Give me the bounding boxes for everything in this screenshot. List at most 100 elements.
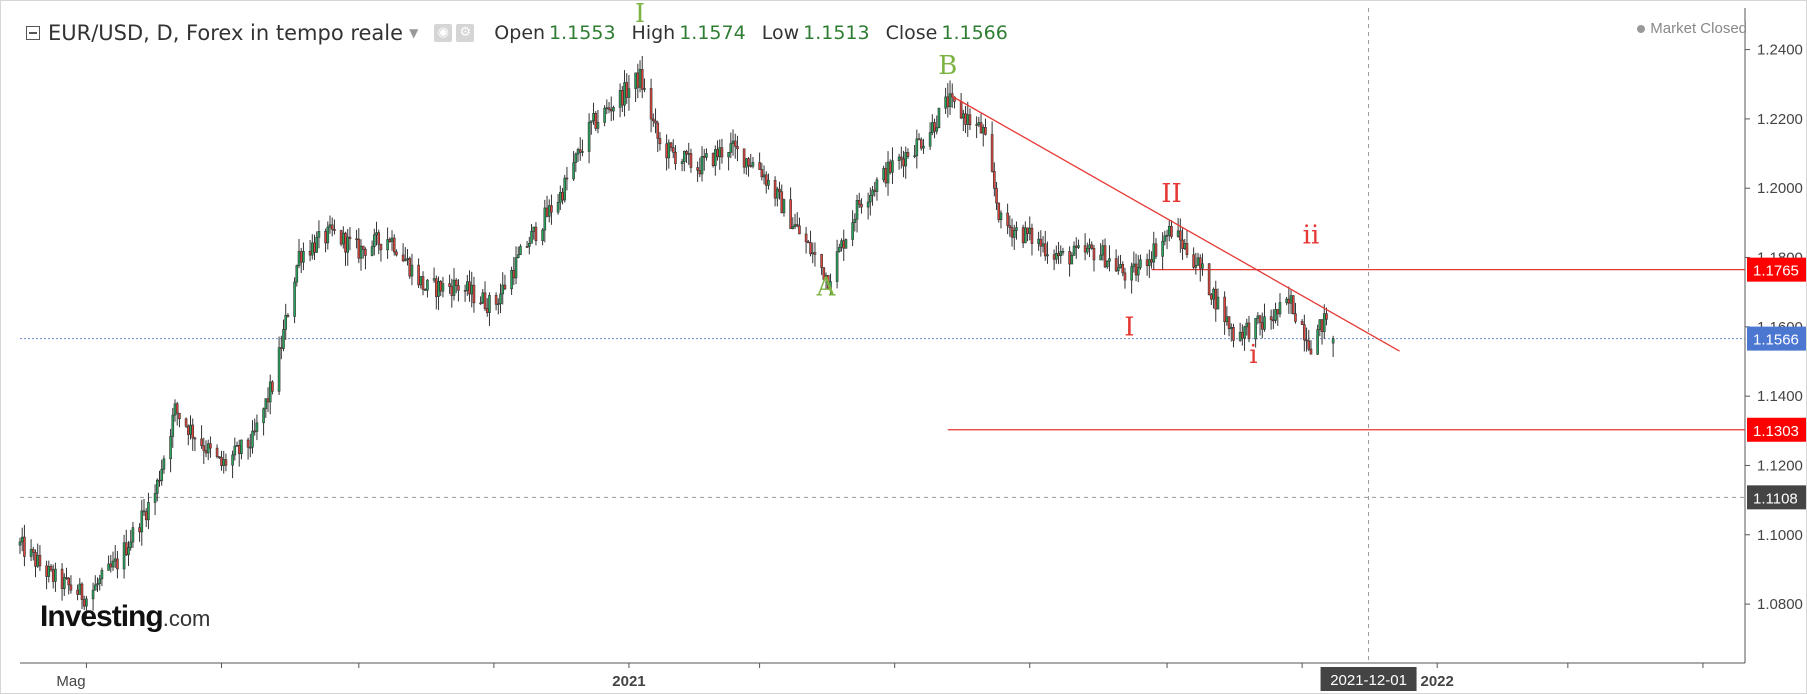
- candle: [581, 139, 584, 157]
- candle: [764, 171, 768, 194]
- candle: [906, 148, 910, 159]
- candle-body: [1227, 316, 1231, 330]
- wave-label: B: [938, 51, 957, 81]
- candle-body: [1068, 251, 1071, 265]
- candle-body: [202, 445, 206, 451]
- candle: [202, 437, 206, 465]
- candle-body: [481, 292, 485, 304]
- candle: [618, 83, 622, 118]
- candle-body: [979, 122, 983, 134]
- candle: [98, 574, 102, 591]
- candle: [113, 545, 117, 568]
- candle: [341, 226, 345, 249]
- candle: [315, 231, 319, 253]
- candle-body: [310, 242, 314, 256]
- candle: [714, 145, 717, 176]
- candle: [1212, 287, 1215, 309]
- price-label-text: 1.1303: [1753, 423, 1799, 440]
- candle-body: [209, 443, 212, 449]
- symbol-title[interactable]: EUR/USD, D, Forex in tempo reale: [48, 21, 404, 45]
- candle: [977, 116, 981, 128]
- candle-body: [379, 243, 383, 251]
- candle-body: [968, 114, 972, 126]
- candle: [565, 166, 569, 191]
- candle-body: [1136, 267, 1140, 276]
- gear-icon[interactable]: ⚙: [456, 24, 475, 42]
- candle-body: [966, 114, 970, 125]
- candle: [375, 221, 378, 246]
- candle: [386, 227, 389, 259]
- candle: [561, 187, 564, 205]
- candle-body: [603, 107, 606, 123]
- candle-body: [217, 456, 221, 458]
- candle: [778, 181, 781, 200]
- candle-body: [758, 162, 761, 170]
- candle-body: [1325, 313, 1328, 320]
- candle-body: [271, 381, 274, 392]
- candle: [720, 138, 724, 164]
- candle: [751, 157, 755, 169]
- candle: [671, 139, 675, 159]
- candle: [268, 374, 272, 415]
- candle: [279, 335, 283, 360]
- candle: [339, 229, 343, 247]
- candle-body: [514, 257, 518, 279]
- chevron-down-icon[interactable]: ▼: [409, 26, 419, 40]
- candle: [718, 139, 722, 170]
- candle: [1289, 290, 1293, 315]
- candle: [189, 415, 192, 440]
- candle-body: [1145, 259, 1149, 267]
- candle: [111, 551, 115, 571]
- candle-body: [144, 511, 148, 521]
- collapse-icon[interactable]: [26, 26, 40, 40]
- eye-icon[interactable]: ◉: [434, 24, 453, 42]
- candle-body: [547, 205, 551, 217]
- candle-body: [333, 229, 336, 231]
- candle-body: [793, 224, 797, 227]
- candle: [609, 96, 613, 122]
- candle-body: [80, 583, 84, 601]
- candle: [592, 102, 595, 125]
- candle-body: [789, 199, 792, 229]
- candle: [200, 425, 203, 449]
- candle: [1272, 309, 1275, 330]
- candle-body: [129, 541, 133, 548]
- candle: [499, 283, 502, 313]
- candle-body: [1241, 331, 1244, 339]
- candle-body: [107, 563, 110, 571]
- candle: [685, 149, 688, 163]
- candle-body: [1196, 257, 1200, 266]
- candle-body: [705, 153, 708, 158]
- candle: [844, 238, 848, 249]
- candle-body: [1176, 230, 1180, 237]
- candle-body: [716, 149, 719, 158]
- candle: [625, 73, 629, 104]
- candle: [93, 575, 97, 591]
- candle: [674, 145, 677, 170]
- candle: [886, 151, 890, 196]
- candle: [964, 105, 967, 134]
- candle: [716, 140, 719, 161]
- candle: [1260, 312, 1264, 339]
- candle: [1263, 303, 1266, 332]
- candle-body: [928, 132, 932, 147]
- candle: [1006, 203, 1009, 235]
- candle: [1077, 239, 1080, 250]
- open-label: Open: [494, 22, 546, 44]
- candle: [193, 436, 197, 452]
- candle: [1210, 293, 1213, 306]
- candle-body: [711, 153, 715, 166]
- candle: [421, 271, 425, 296]
- candle-body: [1278, 302, 1282, 315]
- candle: [1331, 335, 1335, 357]
- candle: [31, 546, 35, 561]
- candle: [1278, 293, 1282, 318]
- candle-body: [423, 289, 427, 291]
- candle-body: [959, 101, 963, 119]
- candle-body: [658, 138, 662, 145]
- candle-body: [519, 246, 522, 256]
- candle-body: [873, 189, 877, 192]
- candle-body: [36, 554, 40, 567]
